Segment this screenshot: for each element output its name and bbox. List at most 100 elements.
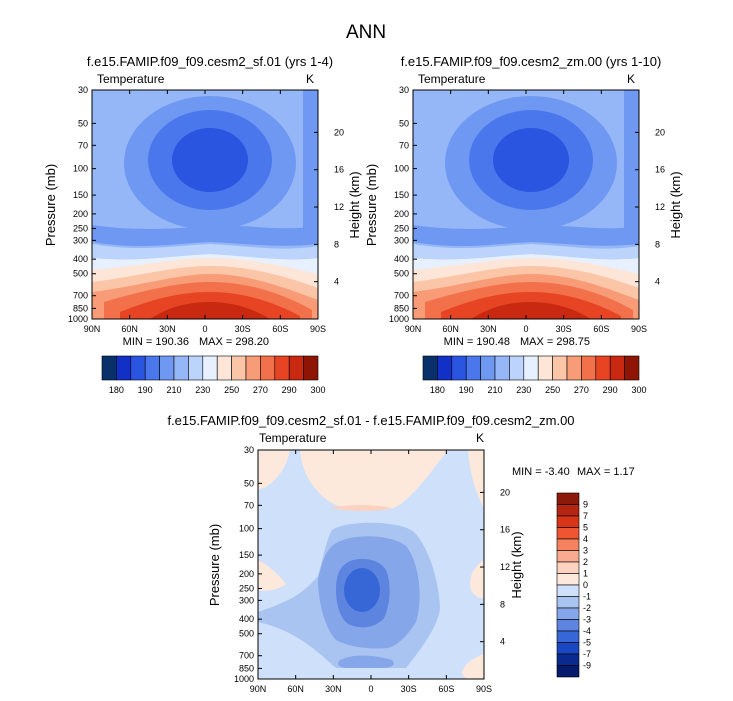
min-label: MIN = 190.48: [444, 336, 510, 348]
pressure-tick-label: 500: [394, 269, 409, 279]
fill-polar-column: [303, 90, 318, 232]
colorbar-swatch: [537, 355, 553, 381]
x-tick-label: 30N: [325, 684, 342, 694]
colorbar-swatch: [556, 596, 580, 609]
colorbar-swatch: [116, 355, 132, 381]
colorbar: 180 190 210 230 250 270 290 300: [101, 355, 326, 395]
pressure-tick-label: 700: [394, 291, 409, 301]
fill-cool-core: [344, 568, 380, 612]
fill-polar-column: [624, 90, 639, 232]
height-tick-label: 16: [500, 525, 510, 535]
fill-warm-right: [468, 450, 484, 508]
pressure-tick-label: 70: [399, 140, 409, 150]
colorbar-label: -3: [583, 615, 591, 625]
pressure-tick-label: 1000: [389, 314, 409, 324]
colorbar-swatch: [556, 619, 580, 632]
y-axis-label-left: Pressure (mb): [364, 164, 379, 246]
field-label: Temperature: [418, 72, 486, 86]
x-tick-label: 60N: [287, 684, 304, 694]
fill-warm-right-mid: [469, 560, 484, 599]
x-tick-label: 60S: [272, 324, 288, 334]
panel-diff: f.e15.FAMIP.f09_f09.cesm2_sf.01 - f.e15.…: [167, 413, 634, 694]
fill-warm-left: [258, 450, 290, 490]
fill-lower-strat: [413, 244, 639, 260]
x-ticks: 90N 60N 30N 0 30S 60S 90S: [250, 450, 492, 694]
colorbar-swatch: [260, 355, 276, 381]
field-label: Temperature: [259, 431, 327, 445]
pressure-tick-label: 30: [78, 85, 88, 95]
colorbar-swatch: [245, 355, 261, 381]
contour-field: [92, 90, 318, 319]
pressure-tick-label: 50: [399, 118, 409, 128]
colorbar-label: 190: [459, 385, 474, 395]
colorbar-swatch: [422, 355, 438, 381]
pressure-tick-label: 150: [73, 190, 88, 200]
fill-cold-band: [92, 225, 318, 247]
height-tick-label: 20: [334, 127, 344, 137]
colorbar-swatch: [556, 492, 580, 505]
panel-title: f.e15.FAMIP.f09_f09.cesm2_zm.00 (yrs 1-1…: [401, 54, 662, 69]
colorbar-swatch: [437, 355, 453, 381]
colorbar-label: 0: [583, 580, 588, 590]
pressure-tick-label: 30: [399, 85, 409, 95]
h-ticks: 20 16 12 8 4: [314, 127, 344, 287]
h-ticks: 20 16 12 8 4: [480, 487, 510, 647]
colorbar-swatch: [609, 355, 625, 381]
fill-trop-7: [471, 302, 591, 319]
panel-title: f.e15.FAMIP.f09_f09.cesm2_sf.01 (yrs 1-4…: [87, 54, 333, 69]
colorbar-label: -2: [583, 603, 591, 613]
colorbar-swatch: [556, 607, 580, 620]
x-tick-label: 90S: [476, 684, 492, 694]
fill-warm-corner: [462, 654, 484, 679]
pressure-tick-label: 500: [239, 629, 254, 639]
x-tick-label: 90S: [631, 324, 647, 334]
height-tick-label: 20: [500, 487, 510, 497]
colorbar-swatch: [566, 355, 582, 381]
colorbar-label: 250: [545, 385, 560, 395]
fill-tropopause-core: [493, 128, 569, 192]
max-label: MAX = 1.17: [577, 466, 635, 478]
colorbar-swatch: [556, 504, 580, 517]
pressure-tick-label: 200: [394, 209, 409, 219]
colorbar-label: 270: [574, 385, 589, 395]
pressure-tick-label: 700: [73, 291, 88, 301]
pressure-tick-label: 700: [239, 651, 254, 661]
colorbar-swatch: [556, 515, 580, 528]
colorbar-swatch: [188, 355, 204, 381]
pressure-tick-label: 400: [394, 254, 409, 264]
pressure-tick-label: 850: [394, 303, 409, 313]
max-label: MAX = 298.75: [520, 336, 590, 348]
field-label: Temperature: [97, 72, 165, 86]
colorbar-swatch: [624, 355, 640, 381]
pressure-tick-label: 400: [239, 614, 254, 624]
x-tick-label: 30S: [401, 684, 417, 694]
colorbar-label: 9: [583, 500, 588, 510]
units-label: K: [476, 431, 484, 445]
pressure-tick-label: 150: [394, 190, 409, 200]
pressure-tick-label: 100: [394, 164, 409, 174]
colorbar-label: 7: [583, 511, 588, 521]
colorbar-label: 190: [138, 385, 153, 395]
colorbar-label: 3: [583, 546, 588, 556]
units-label: K: [627, 72, 635, 86]
pressure-tick-label: 200: [73, 209, 88, 219]
y-axis-label-right: Height (km): [668, 171, 683, 238]
pressure-tick-label: 250: [73, 223, 88, 233]
colorbar-swatch: [556, 561, 580, 574]
colorbar-label: -9: [583, 661, 591, 671]
height-tick-label: 8: [334, 239, 339, 249]
pressure-tick-label: 50: [78, 118, 88, 128]
pressure-tick-label: 150: [239, 550, 254, 560]
x-tick-label: 90S: [310, 324, 326, 334]
colorbar-swatch: [288, 355, 304, 381]
pressure-tick-label: 100: [239, 524, 254, 534]
height-tick-label: 12: [500, 562, 510, 572]
fill-trop-7: [150, 302, 270, 319]
x-tick-label: 0: [202, 324, 207, 334]
height-tick-label: 8: [655, 239, 660, 249]
colorbar-swatch: [451, 355, 467, 381]
pressure-tick-label: 850: [239, 663, 254, 673]
pressure-tick-label: 1000: [234, 674, 254, 684]
